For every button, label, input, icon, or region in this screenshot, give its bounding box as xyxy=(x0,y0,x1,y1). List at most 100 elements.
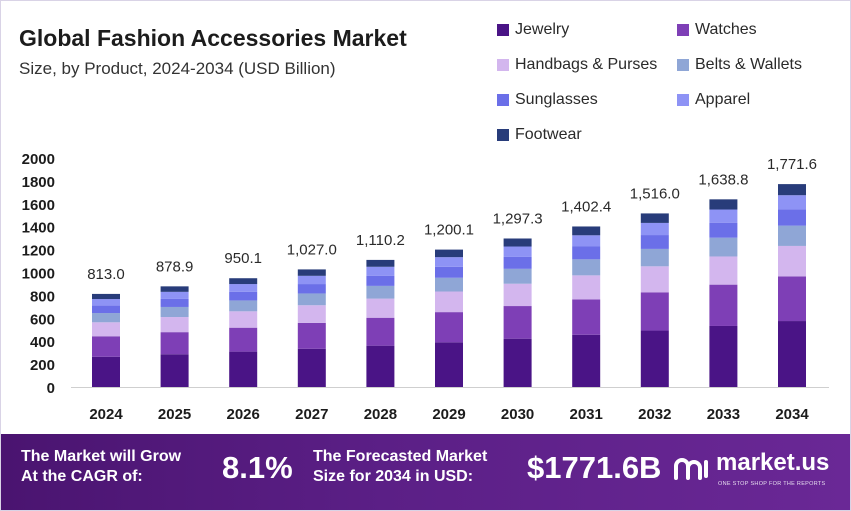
legend-label: Footwear xyxy=(515,126,582,143)
legend-label: Belts & Wallets xyxy=(695,56,802,73)
y-tick-label: 1400 xyxy=(22,220,55,237)
total-data-label: 878.9 xyxy=(156,258,194,275)
legend-swatch xyxy=(677,59,689,71)
summary-banner: The Market will Grow At the CAGR of: 8.1… xyxy=(1,434,850,510)
bar-segment-sunglasses-2026 xyxy=(229,291,258,301)
bar-segment-apparel-2032 xyxy=(640,222,669,236)
bar-segment-jewelry-2027 xyxy=(297,348,326,387)
bar-segment-watches-2027 xyxy=(297,322,326,349)
x-tick-label: 2025 xyxy=(158,406,191,423)
total-data-label: 950.1 xyxy=(224,250,262,267)
legend-item-sunglasses: Sunglasses xyxy=(497,91,598,109)
bar-segment-watches-2034 xyxy=(778,276,806,322)
chart-subtitle: Size, by Product, 2024-2034 (USD Billion… xyxy=(19,59,336,78)
y-tick-label: 1600 xyxy=(22,197,55,214)
y-tick-label: 1000 xyxy=(22,266,55,283)
y-tick-label: 1200 xyxy=(22,243,55,260)
legend-swatch xyxy=(497,129,509,141)
bar-segment-belts-wallets-2030 xyxy=(503,268,532,284)
bar-segment-watches-2029 xyxy=(435,312,463,343)
bar-segment-footwear-2026 xyxy=(229,278,258,285)
bar-segment-sunglasses-2027 xyxy=(297,284,326,294)
bar-segment-belts-wallets-2032 xyxy=(640,248,669,267)
legend-item-footwear: Footwear xyxy=(497,126,582,144)
bar-segment-sunglasses-2029 xyxy=(435,266,463,278)
bar-segment-sunglasses-2024 xyxy=(92,305,120,314)
bar-segment-footwear-2033 xyxy=(709,199,738,210)
bar-segment-watches-2024 xyxy=(92,336,120,357)
x-tick-label: 2024 xyxy=(89,406,123,423)
bar-segment-handbags-purses-2025 xyxy=(160,317,189,333)
x-tick-label: 2030 xyxy=(501,406,534,423)
legend-item-watches: Watches xyxy=(677,21,757,39)
x-tick-label: 2033 xyxy=(707,406,740,423)
cagr-caption: The Market will Grow At the CAGR of: xyxy=(21,447,181,487)
total-data-label: 1,771.6 xyxy=(767,156,817,173)
total-data-label: 1,402.4 xyxy=(561,198,611,215)
market-us-logo-icon xyxy=(674,458,708,480)
bar-segment-handbags-purses-2027 xyxy=(297,305,326,323)
forecast-caption-line2: Size for 2034 in USD: xyxy=(313,468,474,485)
legend-swatch xyxy=(497,59,509,71)
bar-segment-footwear-2025 xyxy=(160,286,189,292)
bar-segment-apparel-2029 xyxy=(435,257,463,267)
bar-segment-sunglasses-2031 xyxy=(572,246,601,260)
total-data-label: 1,297.3 xyxy=(493,210,543,227)
bar-segment-sunglasses-2028 xyxy=(366,275,395,286)
bar-segment-belts-wallets-2028 xyxy=(366,285,395,299)
bar-segment-belts-wallets-2025 xyxy=(160,306,189,318)
chart-title: Global Fashion Accessories Market xyxy=(19,25,407,51)
legend-swatch xyxy=(497,94,509,106)
cagr-caption-line2: At the CAGR of: xyxy=(21,468,143,485)
legend-item-apparel: Apparel xyxy=(677,91,750,109)
x-tick-label: 2029 xyxy=(432,406,465,423)
bar-segment-jewelry-2028 xyxy=(366,345,395,387)
bar-segment-footwear-2028 xyxy=(366,259,395,267)
bar-segment-sunglasses-2032 xyxy=(640,235,669,249)
bars-group xyxy=(92,184,806,387)
stacked-bar-chart: 0 200 400 600 800 1000 1200 1400 1600 1800 2000 20… xyxy=(22,151,829,423)
bar-segment-jewelry-2025 xyxy=(160,354,189,387)
bar-segment-handbags-purses-2031 xyxy=(572,275,601,300)
bar-segment-apparel-2033 xyxy=(709,209,738,223)
bar-segment-apparel-2031 xyxy=(572,235,601,247)
bar-segment-handbags-purses-2024 xyxy=(92,322,120,337)
bar-segment-apparel-2030 xyxy=(503,246,532,257)
bar-segment-sunglasses-2033 xyxy=(709,222,738,238)
bar-segment-footwear-2029 xyxy=(435,249,463,258)
total-labels: 813.0 878.9 950.1 1,027.0 1,110.2 1,200.1 1,29… xyxy=(87,156,817,283)
total-data-label: 1,516.0 xyxy=(630,185,680,202)
bar-segment-watches-2028 xyxy=(366,317,395,346)
forecast-caption-line1: The Forecasted Market xyxy=(313,448,488,465)
total-data-label: 1,200.1 xyxy=(424,222,474,239)
legend-label: Jewelry xyxy=(515,21,570,38)
brand-tagline: ONE STOP SHOP FOR THE REPORTS xyxy=(718,481,826,487)
cagr-value: 8.1% xyxy=(222,450,293,485)
x-tick-label: 2027 xyxy=(295,406,328,423)
legend-label: Handbags & Purses xyxy=(515,56,658,73)
x-tick-label: 2028 xyxy=(364,406,397,423)
bar-segment-watches-2033 xyxy=(709,284,738,326)
bar-segment-handbags-purses-2030 xyxy=(503,283,532,307)
bar-segment-jewelry-2033 xyxy=(709,325,738,387)
bar-segment-belts-wallets-2034 xyxy=(778,225,806,246)
forecast-value: $1771.6B xyxy=(527,450,662,485)
bar-segment-footwear-2031 xyxy=(572,226,601,236)
legend-item-jewelry: Jewelry xyxy=(497,21,569,39)
bar-segment-handbags-purses-2026 xyxy=(229,311,258,328)
bar-segment-handbags-purses-2032 xyxy=(640,266,669,293)
x-tick-label: 2031 xyxy=(570,406,603,423)
bar-segment-handbags-purses-2033 xyxy=(709,256,738,285)
legend-item-handbags-purses: Handbags & Purses xyxy=(497,56,657,74)
legend-swatch xyxy=(497,24,509,36)
y-tick-label: 0 xyxy=(47,380,55,397)
bar-segment-apparel-2027 xyxy=(297,275,326,285)
brand-name: market.us xyxy=(716,449,830,476)
bar-segment-watches-2030 xyxy=(503,306,532,339)
bar-segment-footwear-2030 xyxy=(503,238,532,247)
legend-swatch xyxy=(677,94,689,106)
bar-segment-jewelry-2032 xyxy=(640,330,669,387)
cagr-caption-line1: The Market will Grow xyxy=(21,448,182,465)
bar-segment-apparel-2028 xyxy=(366,266,395,276)
